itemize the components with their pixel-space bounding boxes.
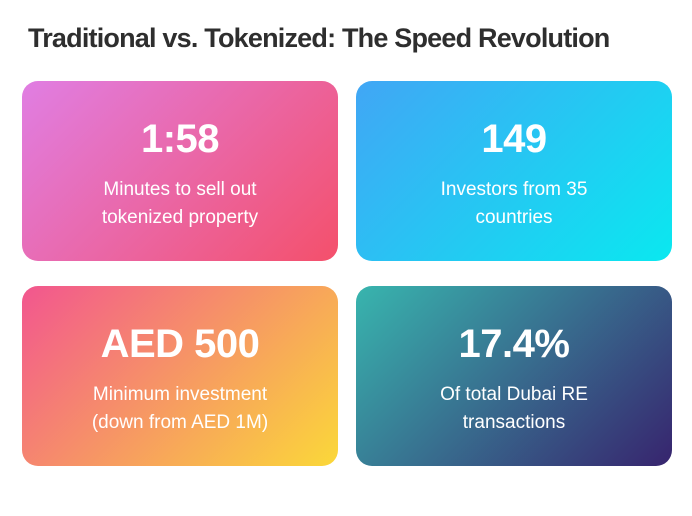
stat-card-sellout-time: 1:58 Minutes to sell out tokenized prope… [22, 81, 338, 262]
stat-label: Investors from 35 countries [440, 179, 588, 229]
stat-value: 17.4% [458, 322, 570, 367]
infographic-page: Traditional vs. Tokenized: The Speed Rev… [0, 22, 692, 516]
stat-card-market-share: 17.4% Of total Dubai RE transactions [356, 286, 672, 467]
stat-value: 1:58 [140, 117, 220, 162]
stat-card-minimum-investment: AED 500 Minimum investment (down from AE… [22, 286, 338, 467]
stat-value: 149 [481, 117, 547, 162]
page-title: Traditional vs. Tokenized: The Speed Rev… [28, 23, 610, 53]
stat-card-grid: 1:58 Minutes to sell out tokenized prope… [22, 81, 672, 467]
stat-card-investors: 149 Investors from 35 countries [356, 81, 672, 262]
stat-value: AED 500 [100, 322, 260, 367]
stat-label: Minimum investment (down from AED 1M) [91, 384, 269, 434]
stat-label: Of total Dubai RE transactions [440, 384, 588, 434]
stat-label: Minutes to sell out tokenized property [101, 179, 259, 229]
